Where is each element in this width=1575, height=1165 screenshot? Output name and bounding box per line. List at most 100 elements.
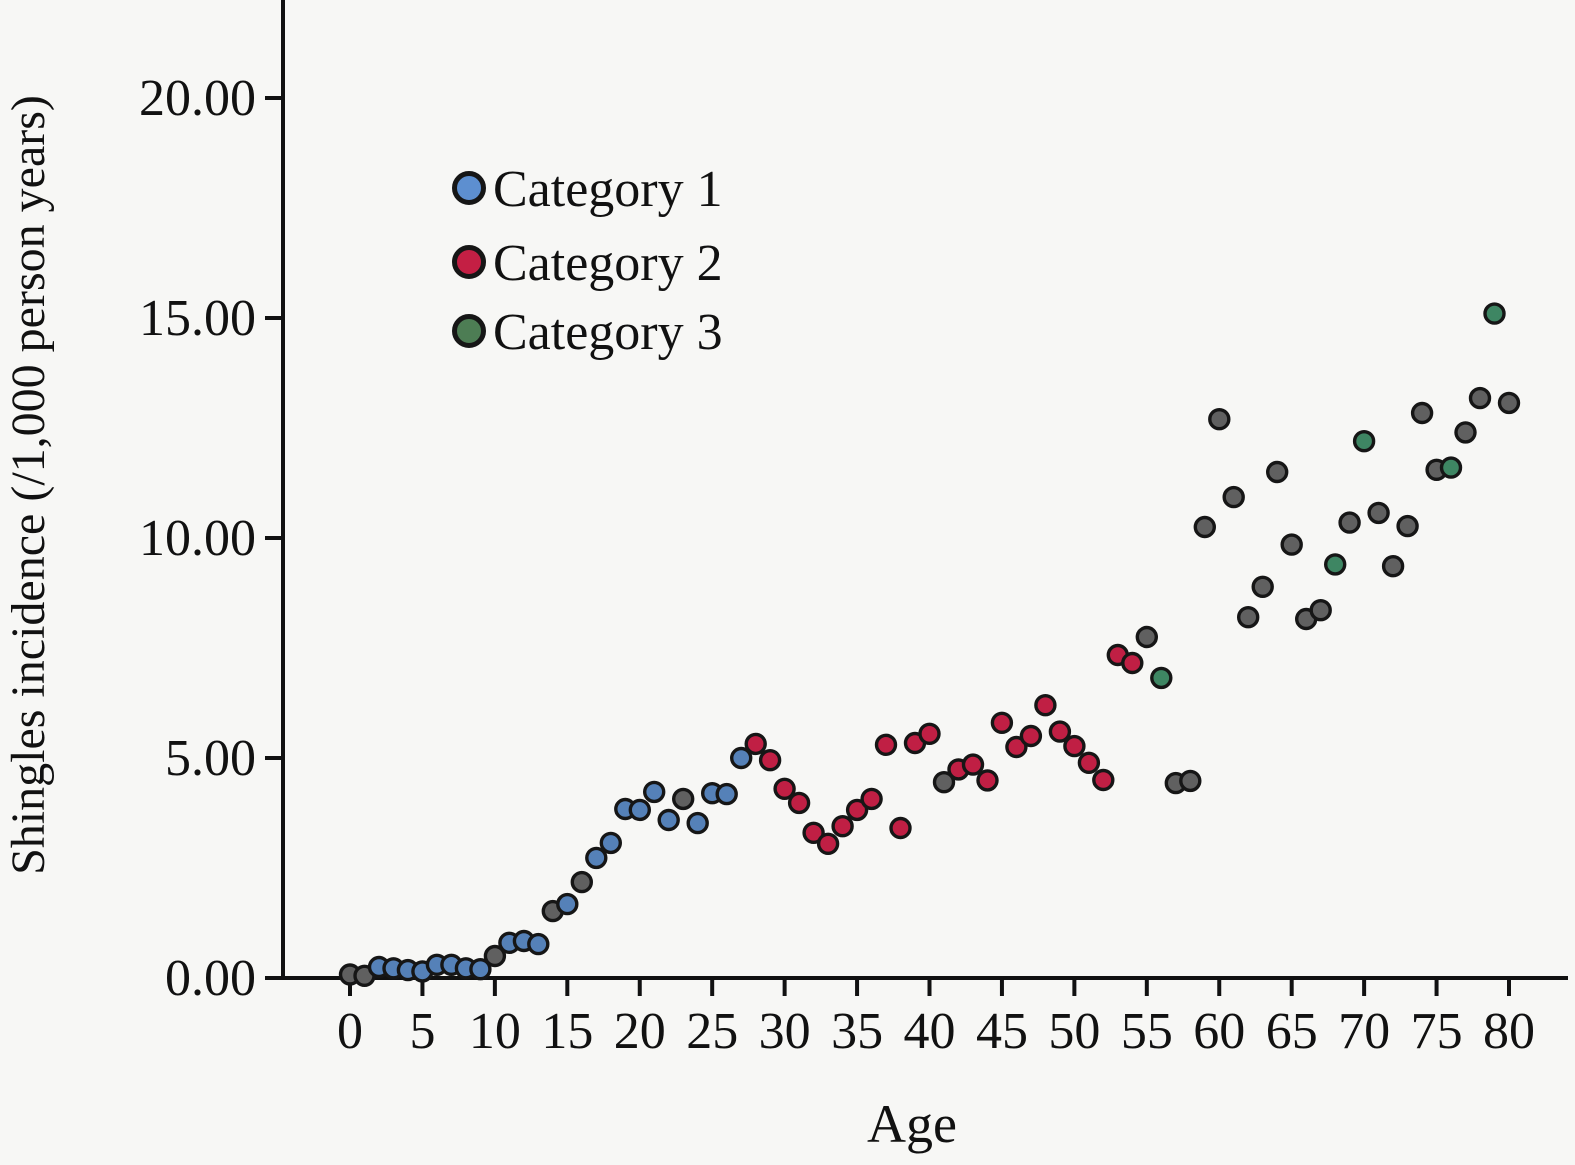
data-point bbox=[556, 892, 579, 916]
data-point bbox=[1367, 501, 1390, 525]
data-point bbox=[483, 944, 507, 968]
x-axis-title: Age bbox=[867, 1094, 957, 1154]
data-point bbox=[874, 733, 898, 756]
data-point bbox=[1410, 401, 1434, 425]
x-axis: 0 5 10 15 20 25 30 35 40 45 50 55 60 65 70 75 80 bbox=[281, 976, 1568, 1060]
data-point bbox=[758, 749, 782, 772]
y-axis: 0.00 5.00 10.00 15.00 20.00 bbox=[139, 0, 285, 1007]
legend-marker-category-3 bbox=[452, 314, 486, 348]
data-point bbox=[990, 711, 1014, 734]
legend-label-category-3: Category 3 bbox=[493, 304, 723, 361]
data-point bbox=[1352, 430, 1376, 453]
y-ticks: 0.00 5.00 10.00 15.00 20.00 bbox=[139, 70, 283, 1007]
data-point bbox=[1005, 735, 1028, 759]
legend-label-category-1: Category 1 bbox=[493, 161, 723, 218]
legend-label-category-2: Category 2 bbox=[493, 235, 723, 292]
data-point bbox=[1019, 724, 1043, 748]
y-tick-label: 20.00 bbox=[139, 70, 256, 127]
legend-marker-category-1 bbox=[452, 171, 486, 205]
data-points bbox=[338, 302, 1521, 987]
data-point bbox=[961, 753, 985, 776]
data-point bbox=[1454, 421, 1477, 444]
data-point bbox=[1179, 769, 1202, 793]
data-point bbox=[932, 771, 956, 794]
data-point bbox=[1222, 485, 1245, 509]
data-point bbox=[643, 780, 666, 804]
data-point bbox=[1150, 666, 1173, 690]
data-point bbox=[1338, 511, 1361, 534]
data-point bbox=[831, 815, 854, 838]
data-point bbox=[599, 831, 622, 855]
data-point bbox=[1265, 460, 1289, 484]
data-point bbox=[570, 870, 593, 894]
data-point bbox=[730, 746, 753, 770]
data-point bbox=[1309, 599, 1332, 622]
legend-item-category-2: Category 2 bbox=[452, 235, 723, 292]
data-point bbox=[1077, 751, 1101, 774]
data-point bbox=[976, 769, 999, 792]
x-tick-label: 35 bbox=[831, 1003, 883, 1060]
data-point bbox=[816, 832, 840, 855]
x-tick-label: 0 bbox=[337, 1003, 363, 1060]
y-tick-label: 15.00 bbox=[139, 290, 256, 347]
x-tick-label: 55 bbox=[1121, 1003, 1173, 1060]
data-point bbox=[889, 816, 912, 840]
data-point bbox=[1121, 651, 1144, 675]
data-point bbox=[1280, 533, 1303, 556]
y-tick-label: 5.00 bbox=[165, 730, 256, 787]
data-point bbox=[527, 932, 550, 956]
data-point bbox=[1323, 553, 1347, 576]
data-point bbox=[686, 811, 709, 835]
data-point bbox=[802, 821, 825, 844]
data-point bbox=[860, 787, 883, 811]
legend-marker-category-2 bbox=[452, 245, 486, 279]
data-point bbox=[787, 791, 811, 815]
data-point bbox=[715, 782, 738, 806]
data-point bbox=[1135, 625, 1159, 649]
data-point bbox=[773, 777, 796, 800]
data-point bbox=[845, 798, 869, 822]
data-point bbox=[744, 732, 767, 756]
data-point bbox=[1483, 302, 1506, 325]
x-tick-label: 20 bbox=[614, 1003, 666, 1060]
x-tick-label: 30 bbox=[759, 1003, 811, 1060]
data-point bbox=[1092, 768, 1115, 792]
x-tick-label: 60 bbox=[1193, 1003, 1245, 1060]
legend-item-category-1: Category 1 bbox=[452, 161, 723, 218]
x-tick-label: 50 bbox=[1048, 1003, 1100, 1060]
data-point bbox=[1048, 720, 1072, 743]
x-tick-label: 45 bbox=[976, 1003, 1028, 1060]
data-point bbox=[585, 846, 608, 870]
data-point bbox=[1193, 515, 1217, 539]
data-point bbox=[672, 787, 695, 811]
data-point bbox=[1439, 456, 1463, 479]
data-point bbox=[918, 722, 941, 745]
legend: Category 1 Category 2 Category 3 bbox=[452, 161, 723, 361]
x-tick-label: 25 bbox=[686, 1003, 738, 1060]
x-tick-label: 40 bbox=[904, 1003, 956, 1060]
x-ticks: 0 5 10 15 20 25 30 35 40 45 50 55 60 65 70 75 80 bbox=[337, 978, 1535, 1060]
x-tick-label: 65 bbox=[1266, 1003, 1318, 1060]
x-tick-label: 10 bbox=[469, 1003, 521, 1060]
y-axis-title: Shingles incidence (/1,000 person years) bbox=[2, 95, 55, 875]
data-point bbox=[657, 808, 680, 832]
x-tick-label: 15 bbox=[541, 1003, 593, 1060]
y-tick-label: 10.00 bbox=[139, 510, 256, 567]
data-point bbox=[1034, 694, 1057, 717]
x-tick-label: 70 bbox=[1338, 1003, 1390, 1060]
y-tick-label: 0.00 bbox=[165, 950, 256, 1007]
x-tick-label: 5 bbox=[409, 1003, 435, 1060]
x-tick-label: 80 bbox=[1483, 1003, 1535, 1060]
data-point bbox=[1063, 734, 1086, 758]
data-point bbox=[1208, 408, 1231, 431]
data-point bbox=[1251, 575, 1274, 598]
data-point bbox=[469, 958, 492, 981]
data-point bbox=[1468, 386, 1492, 410]
data-point bbox=[1497, 391, 1521, 415]
data-point bbox=[1396, 514, 1419, 538]
x-tick-label: 75 bbox=[1411, 1003, 1463, 1060]
legend-item-category-3: Category 3 bbox=[452, 304, 723, 361]
